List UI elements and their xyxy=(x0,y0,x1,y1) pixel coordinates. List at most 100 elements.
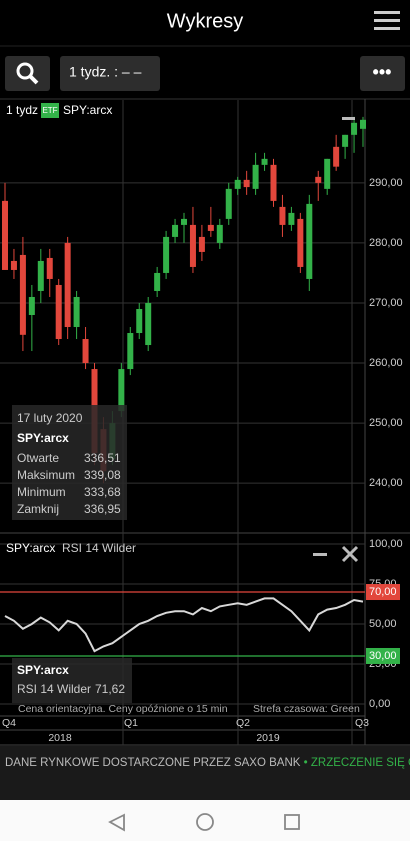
level-label-box xyxy=(366,584,400,601)
candle-body xyxy=(324,158,331,189)
tooltip-label: Maksimum xyxy=(17,468,75,482)
candle-body xyxy=(279,206,286,225)
x-tick-label: Q4 xyxy=(2,717,16,729)
header-title: Wykresy xyxy=(167,10,243,32)
tooltip-value: 336,51 xyxy=(84,451,121,465)
candle-body xyxy=(333,146,340,167)
x-tick-label: Q1 xyxy=(124,717,138,729)
x-year-label: 2018 xyxy=(48,732,72,744)
candle-body xyxy=(163,236,170,273)
candle-body xyxy=(127,333,134,370)
tooltip-label: RSI 14 Wilder xyxy=(17,682,91,696)
candle-body xyxy=(288,212,295,225)
candle-body xyxy=(73,296,80,328)
candle-body xyxy=(207,224,214,231)
menu-button[interactable] xyxy=(374,11,400,30)
footer-source: DANE RYNKOWE DOSTARCZONE PRZEZ SAXO BANK xyxy=(5,757,301,769)
candle-body xyxy=(28,296,35,315)
timezone-note: Strefa czasowa: Green xyxy=(253,703,360,715)
y-tick-label: 0,00 xyxy=(369,698,390,710)
y-tick-label: 250,00 xyxy=(369,417,403,429)
tooltip-symbol: SPY:arcx xyxy=(17,663,69,677)
candle-body xyxy=(360,119,366,129)
nav-back[interactable] xyxy=(108,813,125,832)
candle-body xyxy=(342,134,349,147)
header-bar xyxy=(0,0,410,45)
more-button[interactable]: ••• xyxy=(360,56,405,91)
tooltip-label: Otwarte xyxy=(17,451,59,465)
more-label: ••• xyxy=(373,62,392,82)
tooltip-value: 336,95 xyxy=(84,502,121,516)
y-tick-label: 50,00 xyxy=(369,618,397,630)
rsi-name: RSI 14 Wilder xyxy=(62,541,136,555)
minimize-button[interactable] xyxy=(313,553,327,556)
tooltip-value: 71,62 xyxy=(95,682,125,696)
candle-body xyxy=(351,122,358,135)
etf-badge xyxy=(41,103,59,118)
candle-body xyxy=(55,284,62,340)
candle-body xyxy=(19,254,26,335)
candle-body xyxy=(37,260,44,291)
tooltip-label: Minimum xyxy=(17,485,66,499)
y-tick-label: 240,00 xyxy=(369,477,403,489)
candle-body xyxy=(270,164,277,201)
x-tick-label: Q2 xyxy=(236,717,250,729)
rsi-tooltip xyxy=(12,658,132,703)
tooltip-symbol: SPY:arcx xyxy=(17,431,69,445)
nav-home[interactable] xyxy=(196,813,214,831)
period-label: 1 tydz. : – – xyxy=(69,64,142,80)
price-tooltip xyxy=(12,405,127,520)
rsi-line xyxy=(4,597,364,653)
chart-period: 1 tydz xyxy=(6,103,38,117)
candle-body xyxy=(82,339,89,364)
candle-body xyxy=(64,242,71,328)
x-year-label: 2019 xyxy=(256,732,280,744)
y-tick-label: 290,00 xyxy=(369,177,403,189)
footer-separator: • xyxy=(304,757,308,769)
candle-body xyxy=(189,224,196,267)
etf-badge-label: ETF xyxy=(42,106,57,115)
nav-recent[interactable] xyxy=(284,814,300,830)
chart-symbol: SPY:arcx xyxy=(63,103,112,117)
footer-bar xyxy=(0,746,410,800)
y-tick-label: 270,00 xyxy=(369,297,403,309)
y-tick-label: 260,00 xyxy=(369,357,403,369)
tooltip-value: 333,68 xyxy=(84,485,121,499)
candle-body xyxy=(198,236,205,252)
candle-body xyxy=(46,257,53,279)
candle-body xyxy=(297,218,304,267)
candle-body xyxy=(216,224,223,243)
candle-body xyxy=(154,272,161,291)
tooltip-date: 17 luty 2020 xyxy=(17,411,83,425)
candle-body xyxy=(225,188,232,219)
candle-body xyxy=(118,369,125,412)
search-button[interactable] xyxy=(5,56,50,91)
candle-body xyxy=(10,260,17,270)
rsi-symbol: SPY:arcx xyxy=(6,541,55,555)
candle-body xyxy=(306,203,313,279)
close-button[interactable] xyxy=(341,545,359,563)
nav-bar xyxy=(0,800,410,841)
footer-disclaimer[interactable]: ZRZECZENIE SIĘ ODPOWIEDZIALNOŚCI ZA DANE xyxy=(311,756,410,769)
candle-body xyxy=(181,218,187,225)
y-tick-label: 100,00 xyxy=(369,538,403,550)
footer-text: DANE RYNKOWE DOSTARCZONE PRZEZ SAXO BANK… xyxy=(5,756,410,769)
level-label: 30,00 xyxy=(369,650,397,662)
period-button[interactable]: 1 tydz. : – – xyxy=(60,56,160,91)
candle-body xyxy=(172,224,179,237)
candle-body xyxy=(243,179,250,188)
tooltip-label: Zamknij xyxy=(17,502,59,516)
minimize-button[interactable] xyxy=(342,117,355,120)
tooltip-value: 339,08 xyxy=(84,468,121,482)
candle-body xyxy=(234,179,241,189)
candle-body xyxy=(145,302,152,346)
candle-body xyxy=(252,164,259,189)
level-label-box xyxy=(366,647,400,664)
candle-body xyxy=(136,308,143,334)
x-tick-label: Q3 xyxy=(355,717,369,729)
y-tick-label: 280,00 xyxy=(369,237,403,249)
delay-note: Cena orientacyjna. Ceny opóźnione o 15 m… xyxy=(18,703,228,715)
candle-body xyxy=(261,158,268,165)
